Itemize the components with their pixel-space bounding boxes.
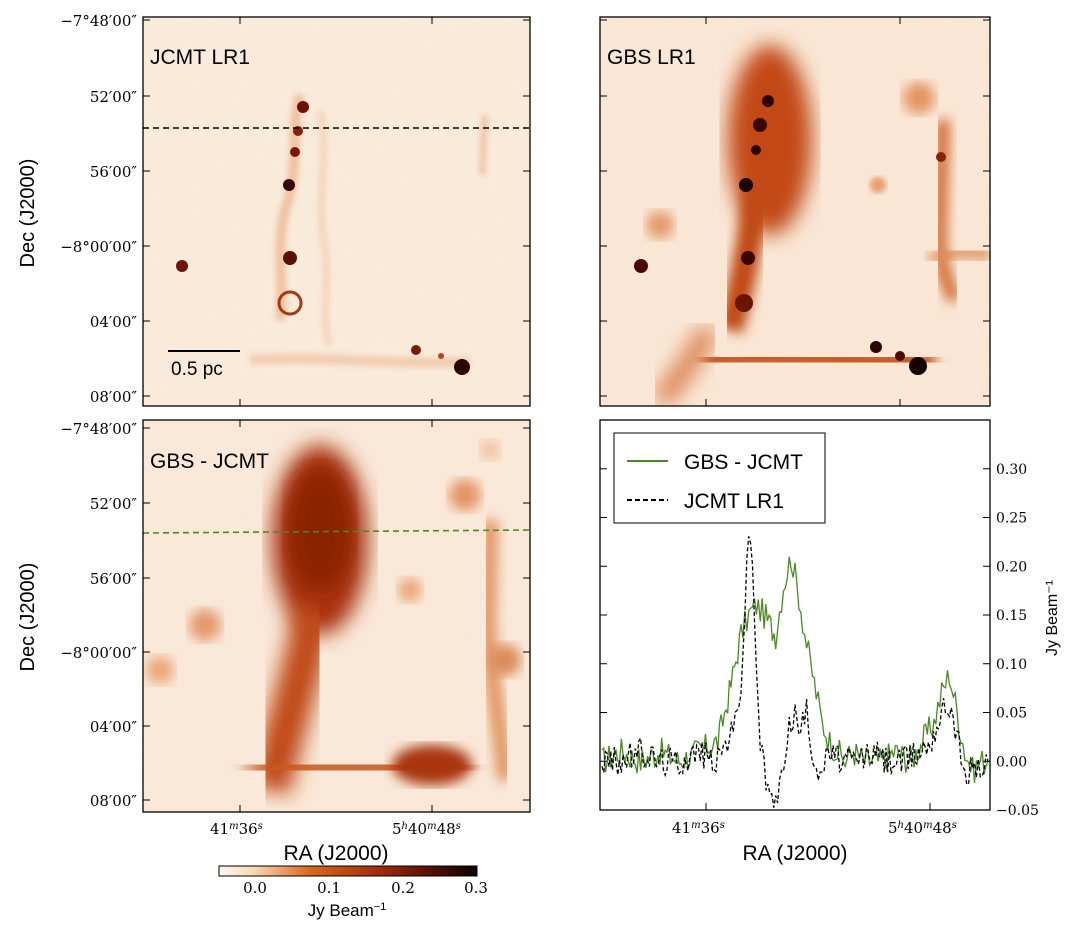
colorbar: 0.0 0.1 0.2 0.3 Jy Beam−1 <box>218 865 488 920</box>
image-ticks <box>143 17 990 812</box>
dec-tick: 04′00″ <box>90 313 138 331</box>
ra-tick: 41m36s <box>672 819 725 837</box>
colorbar-gradient <box>218 865 478 877</box>
panel-profile: 0.30 0.25 0.20 0.15 0.10 0.05 0.00 −0.05 41m36s… <box>599 419 1061 865</box>
dec-tick: 52′00″ <box>90 495 138 513</box>
panel-title-diff: GBS - JCMT <box>150 450 269 473</box>
y-tick-label: −0.05 <box>996 803 1039 819</box>
dec-tick: 52′00″ <box>90 88 138 106</box>
y-tick-label: 0.00 <box>996 754 1027 770</box>
y-tick-label: 0.15 <box>996 608 1027 624</box>
panel-title-gbs: GBS LR1 <box>607 46 696 69</box>
ra-tick: 5h40m48s <box>888 819 957 837</box>
panel-gbs: GBS LR1 <box>599 16 991 407</box>
y-tick-label: 0.10 <box>996 657 1027 673</box>
x-axis-label: RA (J2000) <box>742 842 847 865</box>
legend: GBS - JCMT JCMT LR1 <box>613 432 826 524</box>
colorbar-tick: 0.2 <box>391 879 415 897</box>
y-ticks: 0.30 0.25 0.20 0.15 0.10 0.05 0.00 −0.05 <box>600 462 1039 819</box>
dec-tick: 08′00″ <box>90 388 138 406</box>
y-tick-label: 0.30 <box>996 462 1027 478</box>
dec-tick: −8°00′00″ <box>60 644 137 662</box>
y-tick-label: 0.05 <box>996 706 1027 722</box>
cut-line-green <box>143 529 530 534</box>
scalebar-label: 0.5 pc <box>171 359 223 380</box>
colorbar-tick: 0.0 <box>243 879 267 897</box>
y-axis-label: Jy Beam⁻¹ <box>1044 580 1061 656</box>
colorbar-label: Jy Beam−1 <box>308 901 387 920</box>
dec-tick: −7°48′00″ <box>60 420 137 438</box>
ra-tick: 5h40m48s <box>392 820 461 838</box>
panel-jcmt: JCMT LR1 0.5 pc <box>142 16 531 407</box>
legend-box <box>613 432 826 524</box>
y-tick-label: 0.20 <box>996 559 1027 575</box>
dec-tick: 56′00″ <box>90 570 138 588</box>
emission-cores <box>176 101 470 375</box>
dec-tick: 56′00″ <box>90 163 138 181</box>
dec-ticks-top: −7°48′00″ 52′00″ 56′00″ −8°00′00″ 04′00″… <box>60 12 137 406</box>
legend-label-gbs: GBS - JCMT <box>684 451 803 474</box>
dec-axis-label-top: Dec (J2000) <box>17 159 39 268</box>
legend-label-jcmt: JCMT LR1 <box>684 490 784 513</box>
emission-diffuse <box>146 440 521 795</box>
colorbar-tick: 0.3 <box>464 879 488 897</box>
panel-diff: GBS - JCMT <box>142 419 531 813</box>
series-line-jcmt-lr1 <box>601 536 989 808</box>
series-line-gbs-jcmt <box>601 556 989 783</box>
ra-tick: 41m36s <box>210 820 263 838</box>
plot-lines <box>601 536 989 808</box>
y-tick-label: 0.25 <box>996 511 1027 527</box>
dec-tick: 08′00″ <box>90 792 138 810</box>
ra-ticks-image: 41m36s 5h40m48s <box>210 820 461 838</box>
colorbar-tick: 0.1 <box>317 879 341 897</box>
ra-axis-label-image: RA (J2000) <box>283 842 388 865</box>
emission-cores <box>634 95 946 375</box>
dec-axis-label-bottom: Dec (J2000) <box>17 563 39 672</box>
dec-tick: −7°48′00″ <box>60 12 137 30</box>
dec-ticks-bottom: −7°48′00″ 52′00″ 56′00″ −8°00′00″ 04′00″… <box>60 420 137 810</box>
dec-tick: −8°00′00″ <box>60 238 137 256</box>
dec-tick: 04′00″ <box>90 718 138 736</box>
panel-title-jcmt: JCMT LR1 <box>150 46 250 69</box>
